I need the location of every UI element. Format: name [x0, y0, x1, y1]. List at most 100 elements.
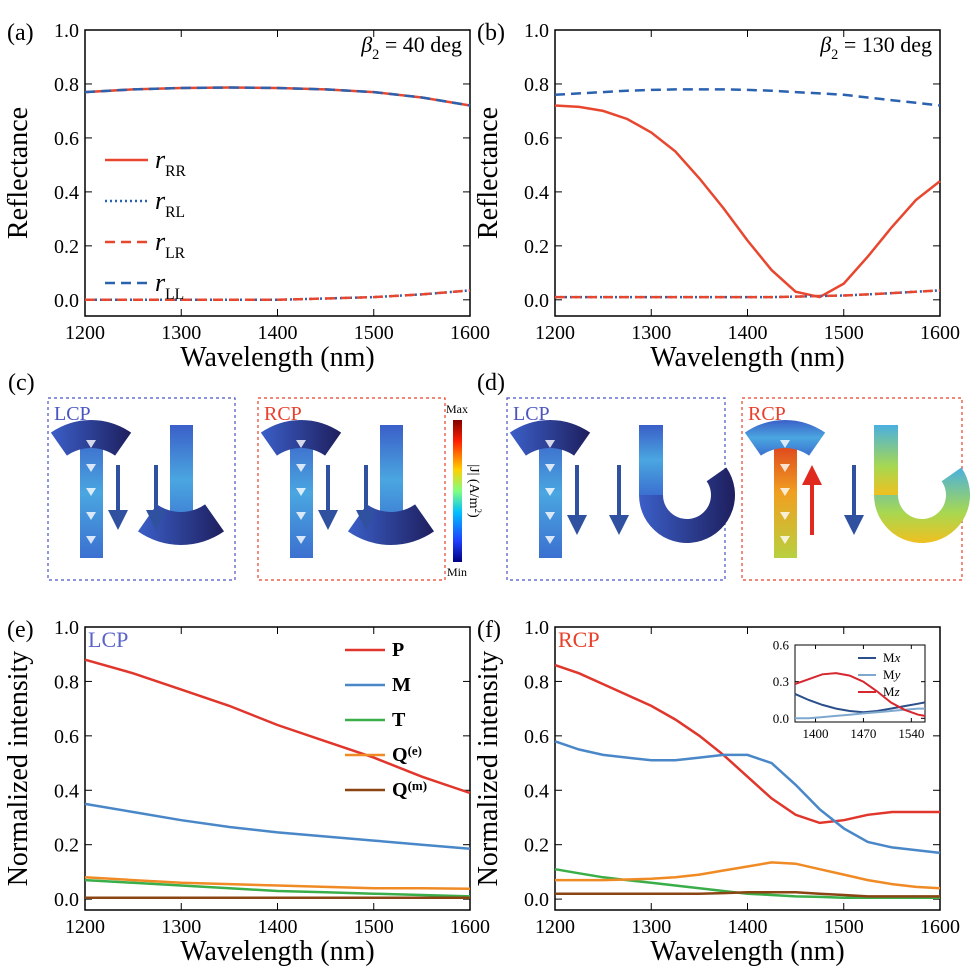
y-tick-label: 0.8 — [524, 74, 549, 96]
polarization-label: RCP — [748, 403, 786, 425]
y-tick-label: 0.2 — [54, 835, 79, 857]
panel-label: (a) — [7, 20, 34, 46]
x-tick-label: 1500 — [824, 916, 864, 938]
polarization-label: LCP — [54, 403, 91, 425]
y-tick-label: 0.4 — [54, 780, 79, 802]
map-frame — [741, 397, 963, 581]
field-arrow — [545, 536, 555, 544]
legend-label: rLR — [155, 227, 186, 262]
y-tick-label: 0.0 — [524, 290, 549, 312]
y-tick-label: 0.2 — [54, 236, 79, 258]
antenna-j-stem — [639, 425, 663, 495]
series-line — [84, 876, 471, 891]
y-tick-label: 0.6 — [773, 638, 790, 653]
polarization-label: LCP — [513, 403, 550, 425]
field-arrow — [296, 536, 306, 544]
antenna-j-hook — [639, 467, 736, 544]
panel-label: (c) — [8, 370, 35, 396]
x-tick-label: 1200 — [535, 322, 575, 344]
y-axis-label: Normalized intensity — [3, 651, 34, 887]
field-arrow — [86, 488, 96, 496]
legend-label: Mx — [883, 650, 901, 665]
series-line — [795, 707, 925, 720]
y-tick-label: 0.4 — [524, 780, 549, 802]
legend-label: Mz — [883, 684, 900, 699]
y-tick-label: 0.6 — [54, 128, 79, 150]
panel-label: (f) — [477, 617, 501, 643]
antenna-t-cap — [50, 420, 132, 456]
antenna-j-hook — [874, 467, 970, 544]
y-tick-label: 0.0 — [524, 889, 549, 911]
x-axis-label: Wavelength (nm) — [650, 342, 844, 373]
x-tick-label: 1500 — [354, 916, 394, 938]
x-tick-label: 1500 — [824, 322, 864, 344]
y-tick-label: 0.8 — [524, 671, 549, 693]
legend-label: P — [392, 639, 404, 661]
field-arrow — [296, 488, 306, 496]
field-arrow — [780, 488, 790, 496]
y-tick-label: 0.4 — [524, 182, 549, 204]
field-arrow — [780, 464, 790, 472]
series-line — [555, 289, 941, 299]
antenna-j-stem — [170, 425, 193, 535]
legend-label: rRL — [155, 186, 185, 221]
x-tick-label: 1600 — [920, 916, 960, 938]
legend-label: T — [392, 709, 406, 731]
field-arrow — [296, 512, 306, 520]
y-tick-label: 1.0 — [524, 617, 549, 639]
map-frame — [47, 397, 236, 581]
y-tick-label: 1.0 — [524, 20, 549, 42]
x-tick-label: 1300 — [631, 916, 671, 938]
x-tick-label: 1540 — [898, 726, 924, 741]
x-axis-label: Wavelength (nm) — [650, 936, 844, 967]
plot-frame — [84, 29, 471, 317]
field-arrow — [86, 440, 96, 448]
y-tick-label: 1.0 — [54, 617, 79, 639]
x-tick-label: 1200 — [535, 916, 575, 938]
x-axis-label: Wavelength (nm) — [180, 342, 374, 373]
antenna-j-stem — [874, 425, 898, 495]
field-arrow — [780, 512, 790, 520]
y-axis-label: Reflectance — [3, 107, 34, 239]
y-axis-label: Reflectance — [473, 107, 504, 239]
panel-label: (e) — [7, 617, 34, 643]
field-arrow — [780, 536, 790, 544]
x-tick-label: 1400 — [803, 726, 829, 741]
y-tick-label: 0.2 — [524, 236, 549, 258]
field-arrow — [545, 512, 555, 520]
y-tick-label: 0.6 — [524, 726, 549, 748]
colorbar-max: Max — [446, 402, 468, 416]
y-axis-label: Normalized intensity — [473, 651, 504, 887]
annotation: RCP — [558, 627, 600, 652]
series-line — [794, 692, 926, 714]
series-line — [794, 672, 926, 717]
antenna-t-cap — [509, 420, 591, 456]
field-arrow — [296, 440, 306, 448]
series-line — [84, 802, 471, 851]
series-line — [554, 88, 941, 107]
y-tick-label: 0.0 — [54, 889, 79, 911]
x-tick-label: 1400 — [258, 322, 298, 344]
legend-label: rLL — [155, 268, 184, 303]
antenna-t-cap — [744, 420, 826, 456]
y-tick-label: 0.4 — [54, 182, 79, 204]
y-tick-label: 1.0 — [54, 20, 79, 42]
x-tick-label: 1300 — [161, 916, 201, 938]
field-arrow — [545, 440, 555, 448]
series-line — [555, 861, 941, 890]
legend-label: Q(e) — [392, 743, 422, 766]
y-tick-label: 0.6 — [54, 726, 79, 748]
series-line — [85, 289, 471, 302]
antenna-t-cap — [260, 420, 342, 456]
annotation: β2 = 40 deg — [360, 32, 462, 63]
legend-label: My — [883, 667, 901, 682]
annotation: LCP — [88, 627, 128, 652]
y-tick-label: 0.3 — [773, 674, 789, 689]
series-line — [84, 878, 471, 898]
series-line — [554, 104, 941, 299]
y-tick-label: 0.2 — [524, 835, 549, 857]
legend-label: M — [392, 674, 411, 696]
x-tick-label: 1400 — [728, 916, 768, 938]
y-tick-label: 0.8 — [54, 671, 79, 693]
field-arrow — [545, 464, 555, 472]
